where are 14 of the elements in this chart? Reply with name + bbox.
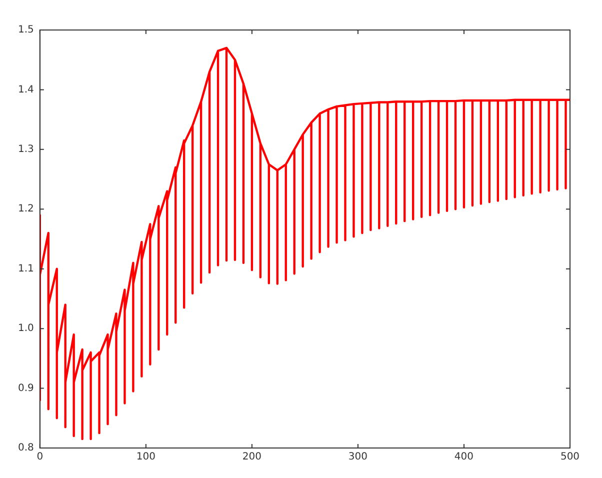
y-tick-label: 1.1 [18, 263, 34, 274]
y-tick-label: 0.9 [18, 382, 34, 394]
x-tick-label: 300 [348, 452, 368, 463]
y-tick-label: 1.5 [18, 24, 34, 36]
y-tick-label: 1.2 [18, 204, 34, 215]
x-tick-label: 400 [454, 452, 474, 463]
x-tick-label: 200 [242, 452, 262, 463]
y-tick-label: 1.3 [18, 144, 34, 156]
x-tick-label: 100 [136, 452, 156, 463]
x-tick-label: 500 [560, 452, 580, 463]
y-tick-label: 1.0 [18, 323, 34, 334]
y-tick-label: 1.4 [18, 84, 34, 96]
x-tick-label: 0 [36, 452, 44, 463]
y-tick-label: 0.8 [18, 442, 34, 454]
